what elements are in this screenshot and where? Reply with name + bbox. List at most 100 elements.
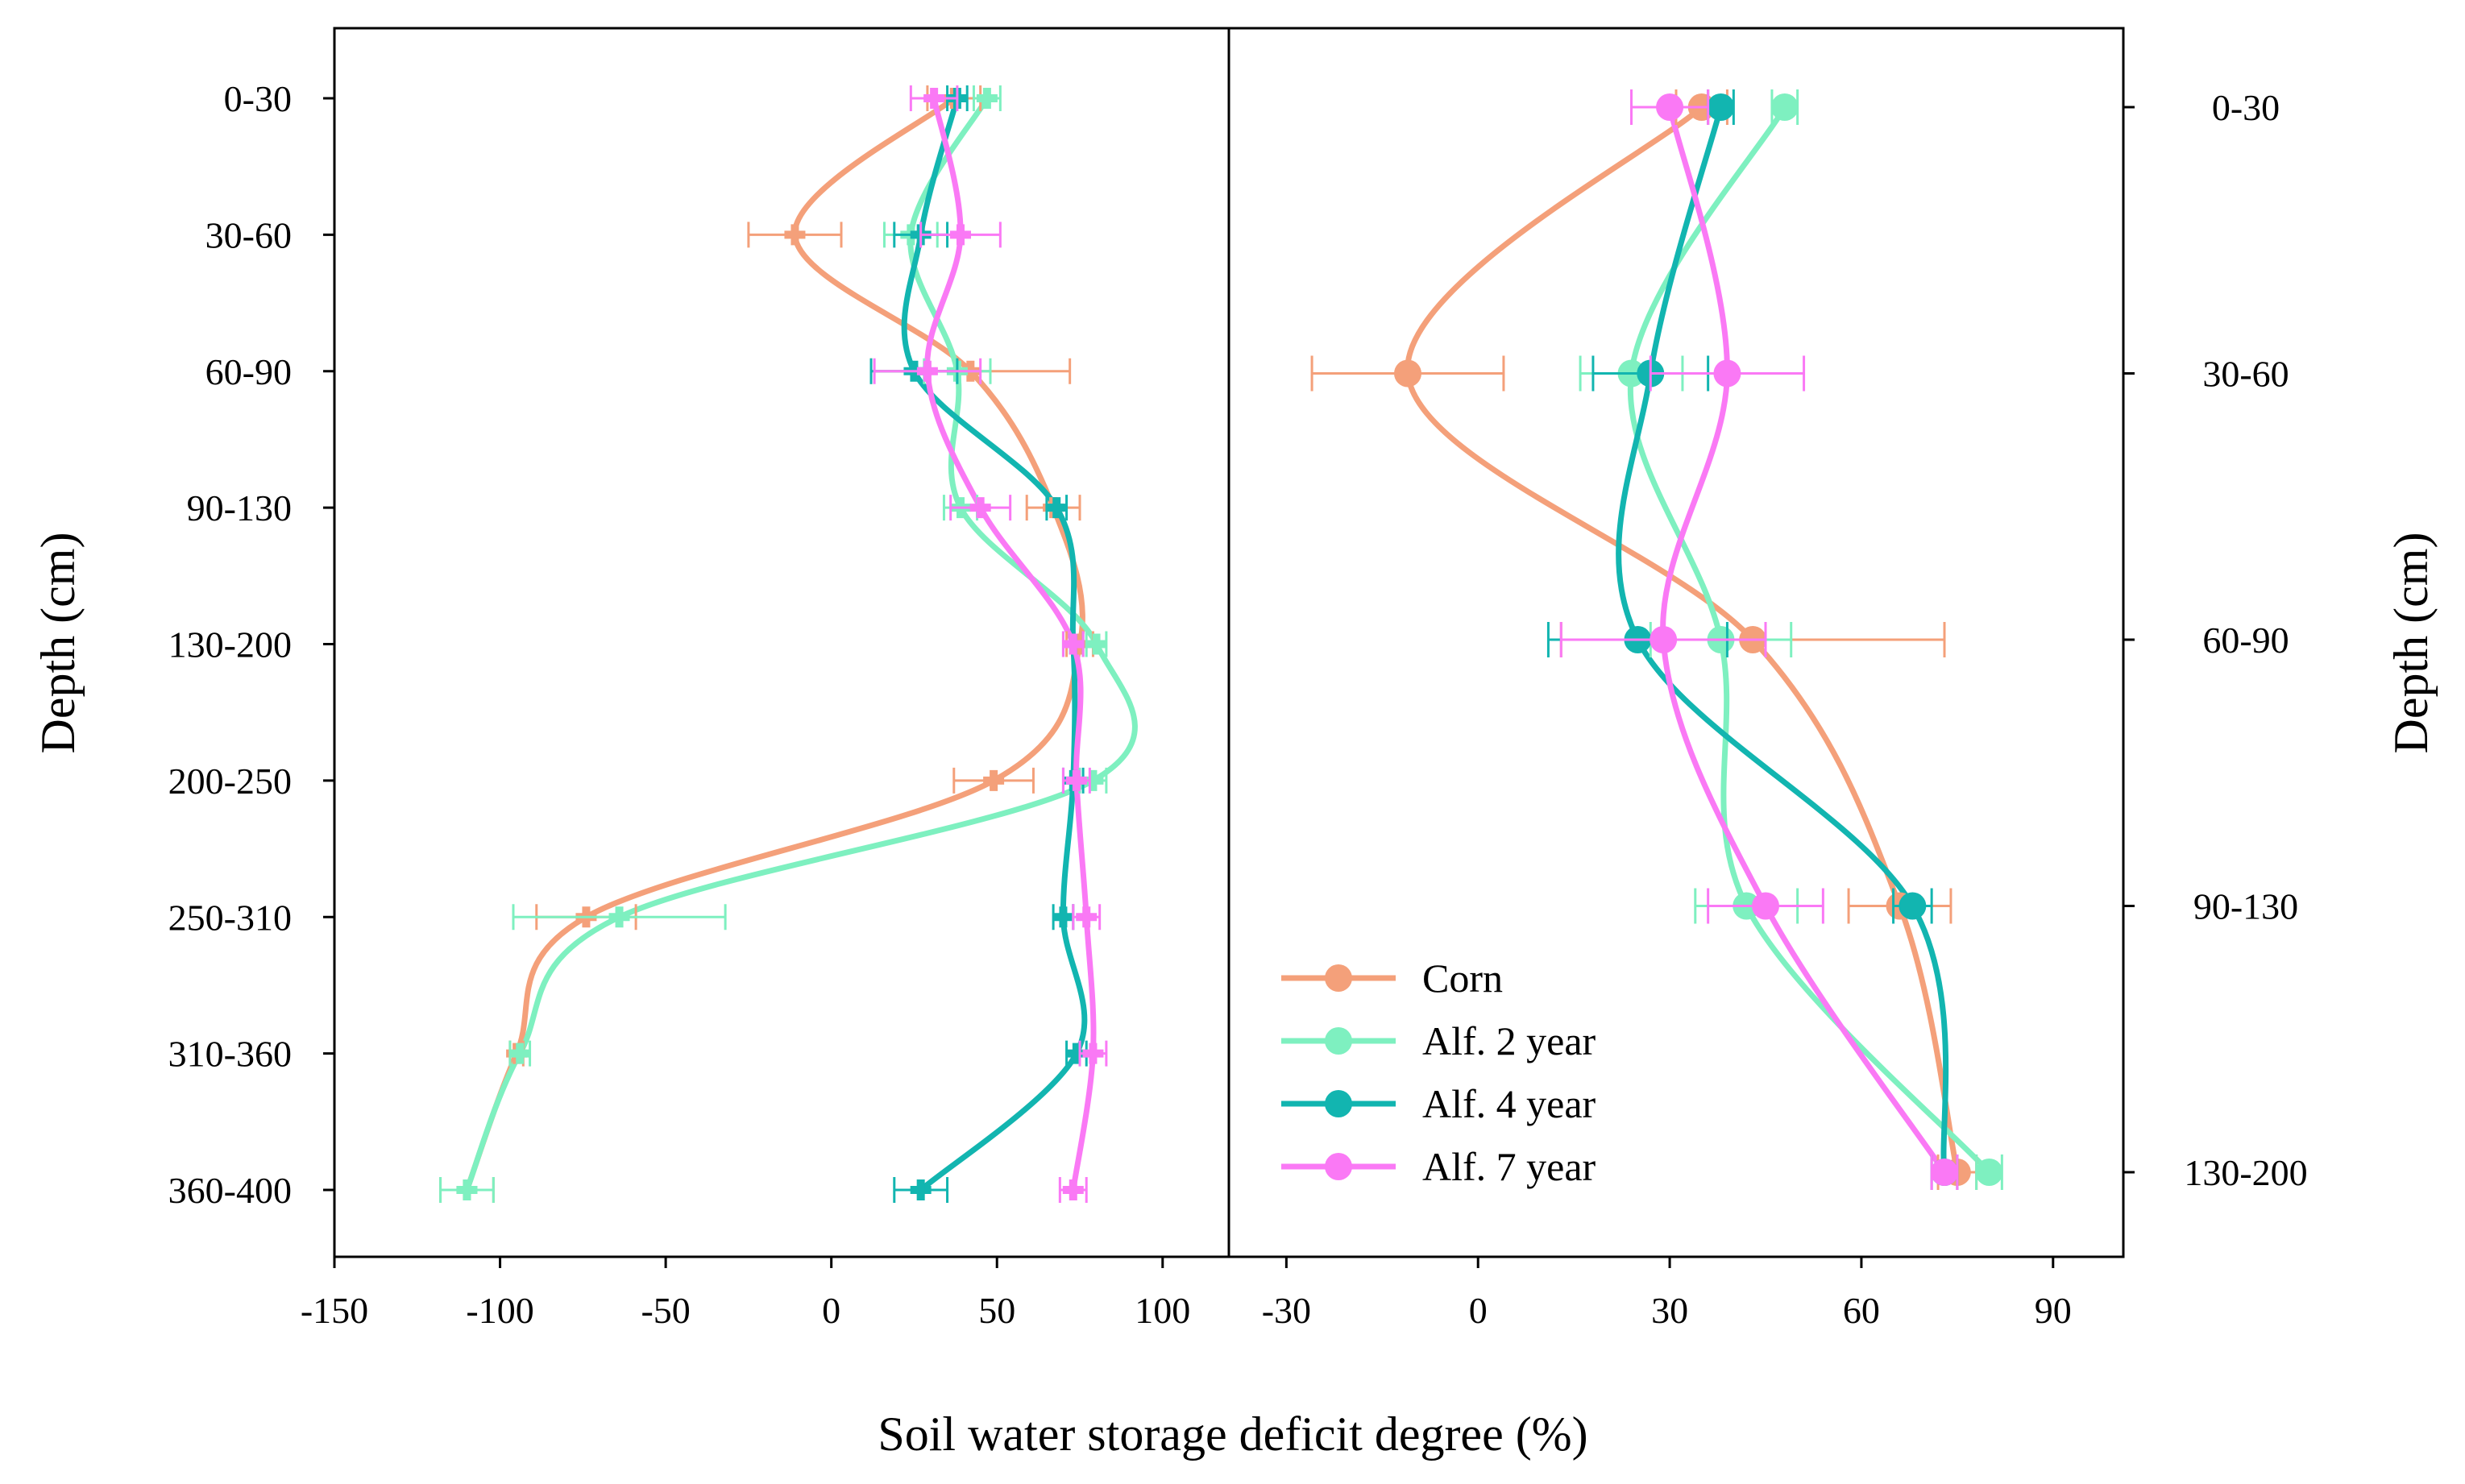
left-point-alf-2-year <box>972 85 1002 111</box>
left-y-tick-label: 250-310 <box>168 897 292 938</box>
left-series-line-corn <box>463 95 1085 1193</box>
legend-item-alf-2-year: Alf. 2 year <box>1281 1018 1596 1063</box>
left-marker-alf-2-year <box>516 1043 525 1064</box>
legend-marker-corn <box>1325 964 1352 992</box>
left-y-tick-label: 30-60 <box>205 214 292 255</box>
right-y-tick-label: 0-30 <box>2212 87 2280 128</box>
left-marker-corn <box>791 224 799 246</box>
right-y-axis: 0-30 30-60 60-90 90-130 130-200 <box>2123 87 2308 1193</box>
left-point-alf-7-year <box>1072 904 1102 931</box>
left-point-alf-7-year <box>909 85 959 111</box>
left-y-tick-label: 90-130 <box>187 487 292 529</box>
left-marker-alf-2-year <box>1089 769 1098 791</box>
left-point-alf-2-year <box>439 1177 495 1203</box>
left-marker-alf-7-year <box>976 497 985 519</box>
right-marker-alf-4-year <box>1899 892 1927 920</box>
left-point-alf-4-year <box>893 1177 949 1203</box>
right-plot-area <box>1310 89 2003 1190</box>
left-point-alf-4-year <box>1052 904 1075 931</box>
left-marker-corn <box>990 769 998 791</box>
legend: Corn Alf. 2 year Alf. 4 year Alf. 7 year <box>1281 955 1596 1189</box>
legend-label-alf-7-year: Alf. 7 year <box>1422 1144 1596 1189</box>
legend-item-alf-7-year: Alf. 7 year <box>1281 1144 1596 1189</box>
left-marker-alf-7-year <box>1082 906 1091 928</box>
right-point-alf-7-year <box>1707 888 1824 924</box>
left-y-tick-label: 360-400 <box>168 1170 292 1211</box>
left-point-alf-2-year <box>1085 631 1108 657</box>
left-marker-alf-4-year <box>1052 497 1061 519</box>
left-point-alf-7-year <box>873 358 982 384</box>
left-plot-area <box>439 85 1138 1203</box>
right-series-line-corn <box>1405 104 1961 1175</box>
left-marker-alf-7-year <box>923 360 932 382</box>
right-marker-alf-7-year <box>1656 93 1684 121</box>
left-point-corn <box>747 222 843 248</box>
left-marker-alf-7-year <box>1069 1179 1077 1200</box>
left-point-alf-4-year <box>1045 495 1069 521</box>
right-marker-alf-4-year <box>1707 93 1735 121</box>
right-point-alf-4-year <box>1892 888 1933 924</box>
right-y-tick-label: 90-130 <box>2193 886 2298 927</box>
left-marker-alf-2-year <box>1092 633 1101 655</box>
right-x-tick-label: 90 <box>2035 1290 2072 1331</box>
x-axis-title: Soil water storage deficit degree (%) <box>878 1407 1587 1461</box>
left-marker-alf-7-year <box>957 224 965 246</box>
right-marker-alf-7-year <box>1713 359 1741 388</box>
right-marker-alf-7-year <box>1752 892 1779 920</box>
right-marker-alf-2-year <box>1975 1159 2003 1186</box>
right-marker-alf-7-year <box>1931 1159 1958 1186</box>
left-y-tick-label: 310-360 <box>168 1034 292 1075</box>
right-point-alf-7-year <box>1930 1154 1959 1190</box>
legend-marker-alf-4-year <box>1325 1090 1352 1117</box>
left-y-tick-label: 200-250 <box>168 761 292 802</box>
left-marker-alf-7-year <box>1089 1043 1098 1064</box>
left-marker-alf-4-year <box>916 1179 925 1200</box>
right-y-axis-title: Depth (cm) <box>2384 533 2438 754</box>
right-y-tick-label: 30-60 <box>2202 354 2289 395</box>
left-marker-alf-7-year <box>1072 769 1081 791</box>
left-marker-alf-2-year <box>982 88 991 109</box>
left-point-alf-7-year <box>1078 1040 1108 1067</box>
right-x-tick-label: 0 <box>1469 1290 1488 1331</box>
right-x-tick-label: 60 <box>1843 1290 1880 1331</box>
right-y-tick-label: 60-90 <box>2202 620 2289 661</box>
right-marker-corn <box>1394 359 1421 388</box>
right-plot-frame <box>1227 27 2125 1258</box>
left-y-tick-label: 60-90 <box>205 351 292 392</box>
left-x-tick-label: -150 <box>301 1290 368 1331</box>
legend-item-alf-4-year: Alf. 4 year <box>1281 1081 1596 1126</box>
left-marker-alf-4-year <box>1059 906 1068 928</box>
right-x-axis: -30 0 30 60 90 <box>1262 1257 2072 1331</box>
left-x-tick-label: 0 <box>822 1290 840 1331</box>
left-x-tick-label: -50 <box>641 1290 690 1331</box>
right-x-tick-label: -30 <box>1262 1290 1311 1331</box>
left-point-corn <box>952 767 1035 794</box>
left-x-axis: -150 -100 -50 0 50 100 <box>301 1257 1190 1331</box>
left-marker-alf-4-year <box>1072 1043 1081 1064</box>
left-point-alf-2-year <box>508 1040 532 1067</box>
legend-item-corn: Corn <box>1281 955 1503 1001</box>
legend-label-alf-2-year: Alf. 2 year <box>1422 1018 1596 1063</box>
right-point-alf-7-year <box>1649 355 1806 392</box>
left-point-alf-2-year <box>512 904 727 931</box>
left-x-tick-label: 100 <box>1135 1290 1190 1331</box>
left-x-tick-label: 50 <box>978 1290 1015 1331</box>
right-point-corn <box>1310 355 1505 392</box>
right-point-alf-4-year <box>1707 89 1735 125</box>
legend-marker-alf-7-year <box>1325 1153 1352 1180</box>
left-marker-alf-7-year <box>930 88 939 109</box>
right-marker-alf-2-year <box>1770 93 1799 121</box>
left-panel: -150 -100 -50 0 50 100 0-30 30-60 60-90 90-130 13… <box>168 27 1230 1331</box>
left-point-alf-7-year <box>919 222 1002 248</box>
left-x-tick-label: -100 <box>466 1290 533 1331</box>
left-y-tick-label: 130-200 <box>168 624 292 665</box>
right-marker-alf-7-year <box>1650 626 1678 653</box>
right-point-alf-7-year <box>1559 622 1767 657</box>
right-panel: -30 0 30 60 90 0-30 30-60 60-90 90-130 130-200 <box>1227 27 2308 1331</box>
right-x-tick-label: 30 <box>1651 1290 1688 1331</box>
left-y-tick-label: 0-30 <box>224 78 292 119</box>
left-series-line-alf-4-year <box>901 95 1088 1193</box>
legend-label-corn: Corn <box>1422 955 1503 1001</box>
left-point-alf-7-year <box>1061 631 1085 657</box>
